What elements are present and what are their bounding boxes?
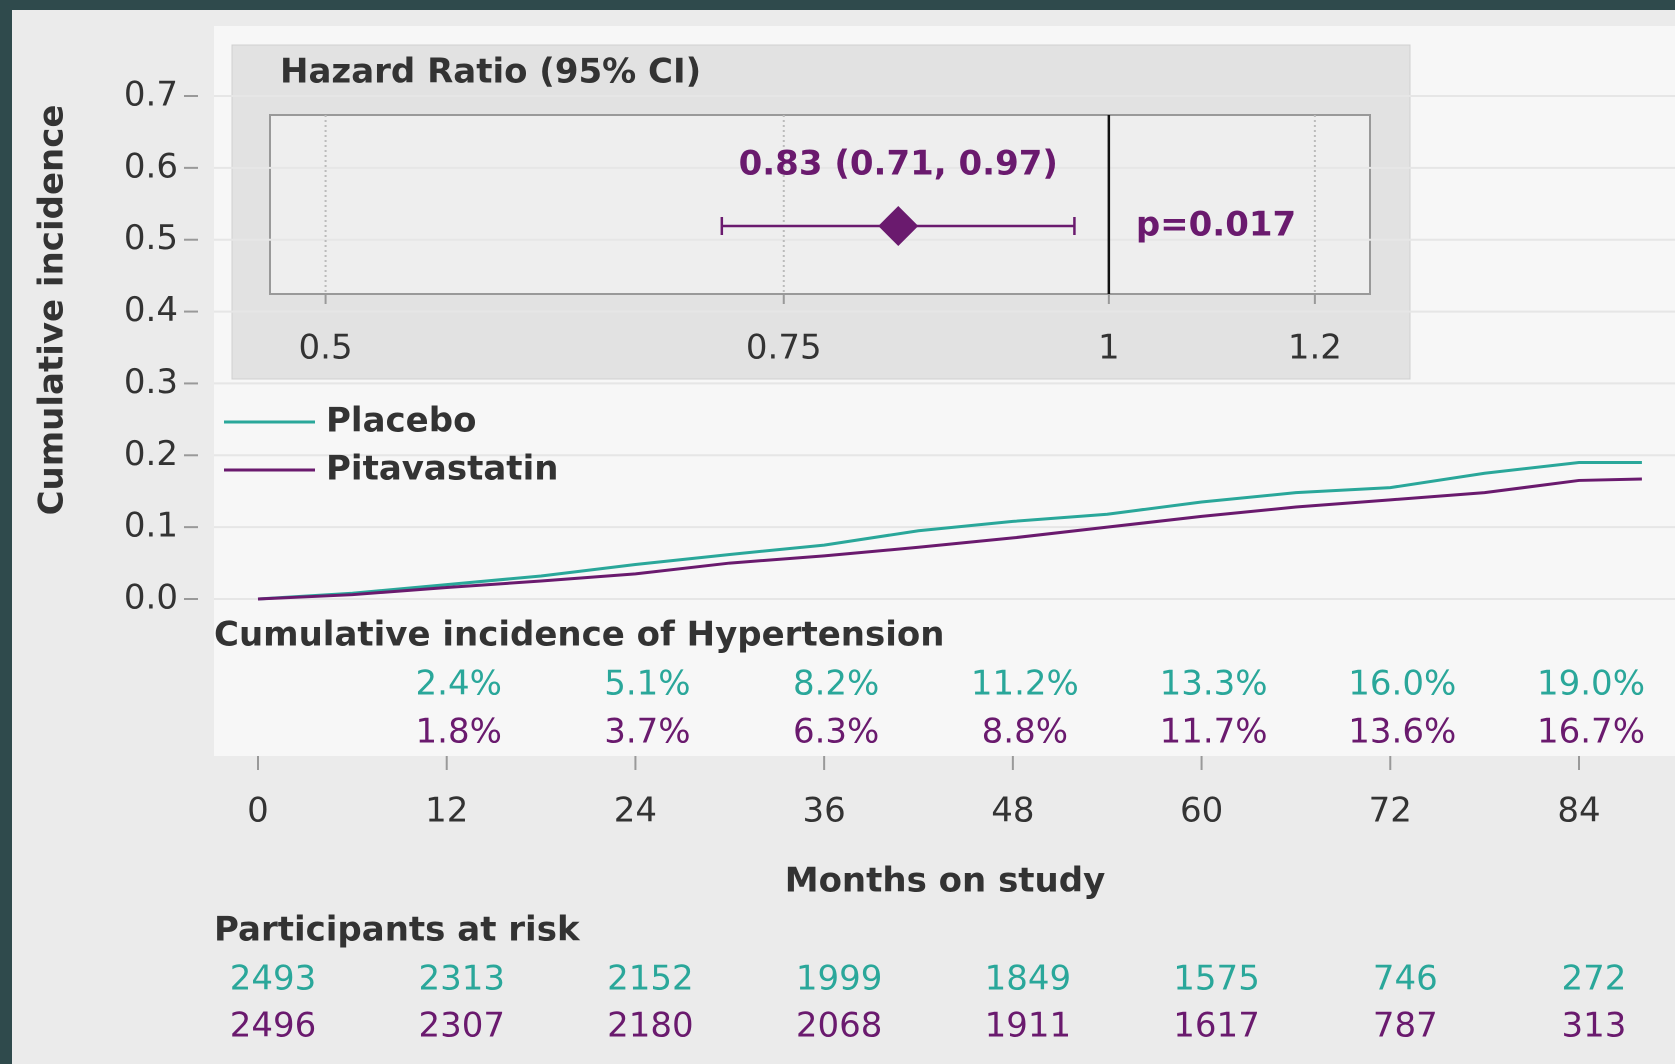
x-tick-label: 36 — [803, 791, 846, 831]
table-cell: 2152 — [607, 959, 694, 999]
table-cell: 16.0% — [1348, 664, 1456, 704]
table-cell: 5.1% — [604, 664, 690, 704]
legend-label: Pitavastatin — [326, 449, 558, 489]
table-cell: 1911 — [985, 1006, 1072, 1046]
x-tick-label: 48 — [991, 791, 1034, 831]
table-cell: 16.7% — [1537, 712, 1645, 752]
table-cell: 13.3% — [1160, 664, 1268, 704]
legend-label: Placebo — [326, 401, 476, 441]
inset-plot — [269, 114, 1371, 295]
data-line — [257, 477, 1642, 601]
table-cell: 1849 — [985, 959, 1072, 999]
table-cell: 2493 — [230, 959, 317, 999]
table-cell: 1575 — [1173, 959, 1260, 999]
y-tick-label: 0.5 — [124, 218, 178, 258]
table-cell: 2068 — [796, 1006, 883, 1046]
table-cell: 746 — [1373, 959, 1438, 999]
y-tick-label: 0.2 — [124, 434, 178, 474]
table-cell: 8.2% — [793, 664, 879, 704]
table-cell: 3.7% — [604, 712, 690, 752]
table-cell: 2180 — [607, 1006, 694, 1046]
table-cell: 1.8% — [416, 712, 502, 752]
table-cell: 2496 — [230, 1006, 317, 1046]
y-tick-label: 0.1 — [124, 506, 178, 546]
y-tick-label: 0.4 — [124, 290, 178, 330]
table-cell: 11.2% — [971, 664, 1079, 704]
table-cell: 11.7% — [1160, 712, 1268, 752]
x-tick-label: 84 — [1557, 791, 1600, 831]
x-tick-label: 72 — [1369, 791, 1412, 831]
x-tick-label: 0 — [247, 791, 269, 831]
table-cell: 19.0% — [1537, 664, 1645, 704]
table-cell: 1999 — [796, 959, 883, 999]
y-tick-label: 0.7 — [124, 75, 178, 115]
table-cell: 272 — [1562, 959, 1627, 999]
inset-title: Hazard Ratio (95% CI) — [280, 52, 701, 92]
x-tick-label: 0.75 — [746, 328, 822, 368]
table-title: Cumulative incidence of Hypertension — [214, 615, 944, 655]
table-cell: 13.6% — [1348, 712, 1456, 752]
table-cell: 2313 — [418, 959, 505, 999]
table-cell: 313 — [1562, 1006, 1627, 1046]
p-value: p=0.017 — [1136, 205, 1296, 245]
table-title: Participants at risk — [214, 910, 581, 950]
x-tick-label: 1 — [1098, 328, 1120, 368]
table-cell: 1617 — [1173, 1006, 1260, 1046]
table-cell: 6.3% — [793, 712, 879, 752]
y-tick-label: 0.0 — [124, 578, 178, 618]
x-tick-label: 60 — [1180, 791, 1223, 831]
x-axis-label: Months on study — [785, 861, 1106, 901]
table-cell: 787 — [1373, 1006, 1438, 1046]
x-tick-label: 1.2 — [1288, 328, 1342, 368]
estimate-diamond — [878, 206, 919, 246]
x-tick-label: 12 — [425, 791, 468, 831]
y-axis-label: Cumulative incidence — [32, 105, 72, 516]
y-tick-label: 0.3 — [124, 362, 178, 402]
x-tick-label: 24 — [614, 791, 657, 831]
y-tick-label: 0.6 — [124, 146, 178, 186]
data-line — [257, 460, 1642, 601]
table-cell: 2.4% — [416, 664, 502, 704]
table-cell: 2307 — [418, 1006, 505, 1046]
estimate-label: 0.83 (0.71, 0.97) — [739, 144, 1058, 184]
table-cell: 8.8% — [982, 712, 1068, 752]
x-tick-label: 0.5 — [299, 328, 353, 368]
